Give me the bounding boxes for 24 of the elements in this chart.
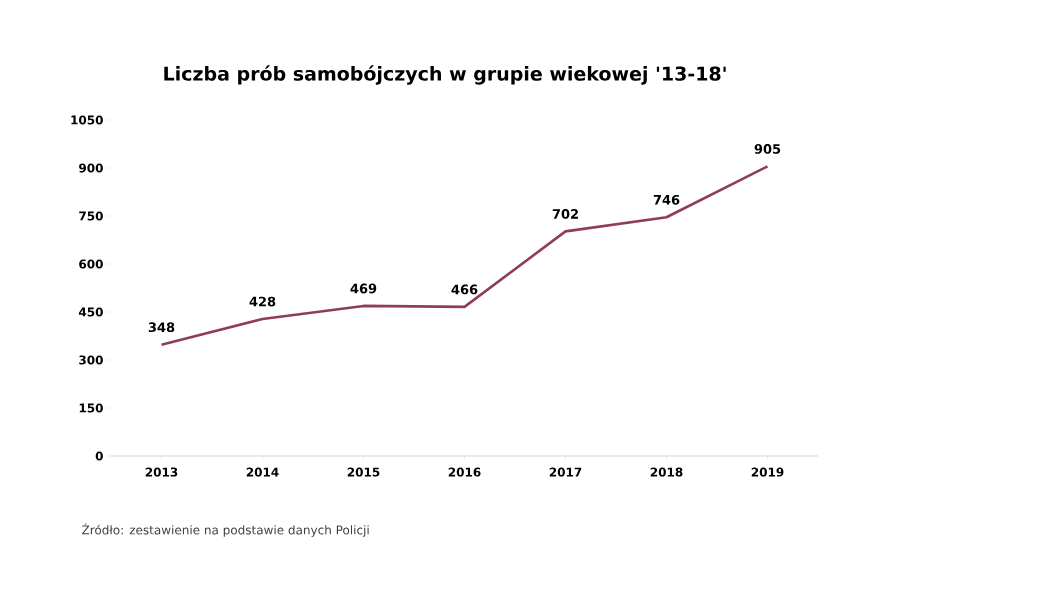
x-tick-label: 2013 bbox=[145, 467, 178, 477]
chart-title: Liczba prób samobójczych w grupie wiekowej '13-18' bbox=[164, 65, 726, 85]
data-label: 905 bbox=[754, 144, 781, 154]
x-tick-label: 2016 bbox=[448, 467, 481, 477]
data-label: 428 bbox=[249, 296, 276, 307]
data-label: 469 bbox=[350, 283, 377, 294]
y-tick-label: 0 bbox=[95, 451, 103, 461]
data-label: 466 bbox=[451, 284, 478, 295]
x-tick-label: 2015 bbox=[347, 467, 380, 477]
y-tick-label: 150 bbox=[79, 403, 103, 413]
x-tick-label: 2018 bbox=[650, 467, 683, 477]
y-tick-label: 300 bbox=[79, 355, 103, 365]
x-tick-label: 2014 bbox=[246, 467, 279, 477]
y-tick-label: 900 bbox=[79, 163, 103, 173]
x-tick-label: 2017 bbox=[549, 467, 582, 477]
data-label: 746 bbox=[653, 194, 680, 205]
text: Źródło: zestawienie na podstawie danych Policji bbox=[82, 523, 369, 537]
y-tick-label: 1050 bbox=[71, 115, 103, 125]
x-tick-label: 2019 bbox=[751, 467, 784, 477]
y-tick-label: 750 bbox=[79, 211, 103, 221]
y-tick-label: 600 bbox=[79, 259, 103, 269]
data-label: 348 bbox=[148, 322, 175, 333]
data-label: 702 bbox=[552, 208, 578, 219]
y-tick-label: 450 bbox=[78, 307, 103, 317]
